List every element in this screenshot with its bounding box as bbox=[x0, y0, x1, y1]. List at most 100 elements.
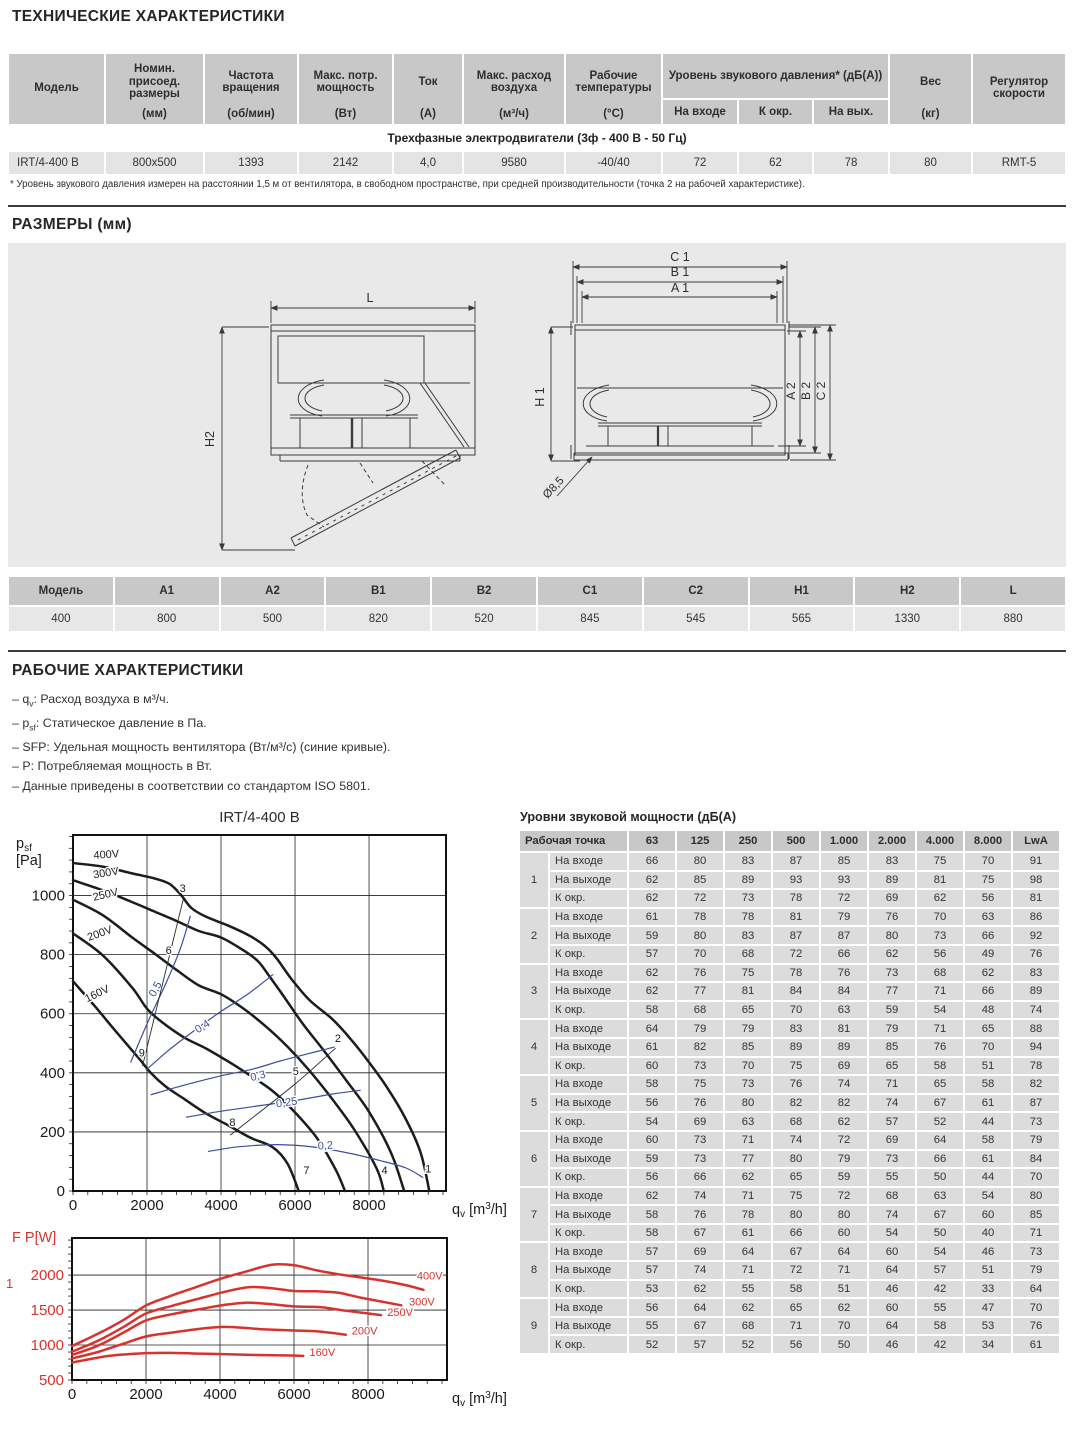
sound-value-cell: 94 bbox=[1013, 1038, 1059, 1056]
side-view-drawing bbox=[270, 324, 476, 547]
curve-label-160V: 160V bbox=[310, 1347, 336, 1359]
y-tick-label: 500 bbox=[39, 1372, 64, 1389]
sound-value-cell: 64 bbox=[1013, 1280, 1059, 1298]
sound-value-cell: 44 bbox=[965, 1169, 1011, 1186]
sound-value-cell: 83 bbox=[725, 853, 771, 870]
sound-value-cell: 73 bbox=[677, 1057, 723, 1075]
sound-value-cell: 66 bbox=[821, 945, 867, 963]
sound-value-cell: 58 bbox=[965, 1131, 1011, 1149]
sound-value-cell: 78 bbox=[1013, 1057, 1059, 1075]
sound-header-cell: Рабочая точка bbox=[520, 831, 627, 851]
sound-value-cell: 53 bbox=[629, 1280, 675, 1298]
sound-value-cell: 76 bbox=[1013, 1317, 1059, 1335]
sound-value-cell: 63 bbox=[821, 1001, 867, 1019]
sound-value-cell: 50 bbox=[917, 1169, 963, 1186]
sound-value-cell: 67 bbox=[917, 1206, 963, 1223]
sound-value-cell: 52 bbox=[917, 1113, 963, 1130]
legend-text: : Расход воздуха в м³/ч. bbox=[33, 692, 170, 706]
sound-value-cell: 52 bbox=[629, 1336, 675, 1354]
sound-value-cell: 56 bbox=[629, 1169, 675, 1186]
x-tick-label: 8000 bbox=[352, 1197, 385, 1214]
sound-value-cell: 62 bbox=[725, 1299, 771, 1316]
sound-value-cell: 68 bbox=[677, 1001, 723, 1019]
curve-0,3 bbox=[150, 1046, 335, 1096]
tech-header-title: Номин. присоед. размеры bbox=[128, 63, 181, 101]
sound-value-cell: 89 bbox=[869, 871, 915, 889]
sound-value-cell: 75 bbox=[773, 1187, 819, 1205]
sound-value-cell: 57 bbox=[917, 1262, 963, 1279]
legend-text: : Статическое давление в Па. bbox=[35, 715, 207, 730]
x-tick-label: 0 bbox=[68, 1386, 76, 1403]
tech-noise-sub-header: На вых. bbox=[814, 100, 888, 124]
tech-noise-sub-header: К окр. bbox=[739, 100, 812, 124]
tech-footnote: * Уровень звукового давления измерен на … bbox=[10, 179, 805, 190]
sound-value-cell: 89 bbox=[821, 1038, 867, 1056]
sound-header-cell: 250 bbox=[725, 831, 771, 851]
sound-value-cell: 64 bbox=[677, 1299, 723, 1316]
sound-value-cell: 75 bbox=[725, 964, 771, 982]
curve-160V bbox=[70, 1351, 305, 1364]
sound-value-cell: 59 bbox=[869, 1001, 915, 1019]
sound-value-cell: 62 bbox=[629, 1187, 675, 1205]
sound-value-cell: 65 bbox=[869, 1057, 915, 1075]
divider bbox=[8, 205, 1066, 207]
sound-value-cell: 54 bbox=[869, 1224, 915, 1242]
curve-300V bbox=[71, 878, 406, 1193]
sound-value-cell: 71 bbox=[725, 1131, 771, 1149]
sound-value-cell: 81 bbox=[1013, 890, 1059, 907]
sound-value-cell: 74 bbox=[869, 1206, 915, 1223]
curve-label-400V: 400V bbox=[417, 1271, 443, 1283]
sound-value-cell: 75 bbox=[677, 1076, 723, 1093]
curve-label-300V: 300V bbox=[92, 865, 120, 881]
y-tick-label: 400 bbox=[40, 1065, 65, 1082]
y-tick-label: 1000 bbox=[32, 888, 65, 905]
dim-table-value: 880 bbox=[961, 607, 1065, 631]
sound-row-label: На входе bbox=[550, 964, 627, 982]
sound-table-title: Уровни звуковой мощности (дБ(А) bbox=[520, 810, 737, 824]
sound-value-cell: 60 bbox=[869, 1299, 915, 1316]
sound-point-number: 4 bbox=[520, 1020, 548, 1075]
sound-value-cell: 71 bbox=[725, 1187, 771, 1205]
sound-row-label: На выходе bbox=[550, 1094, 627, 1112]
curve-label-200V: 200V bbox=[86, 924, 115, 944]
dimension-table: Модель A1 A2 B1 B2 C1 C2 H1 H2 L 400 800 500 820 520 84… bbox=[9, 577, 1065, 631]
sound-value-cell: 72 bbox=[773, 1262, 819, 1279]
sound-value-cell: 55 bbox=[917, 1299, 963, 1316]
sound-row-label: На выходе bbox=[550, 927, 627, 944]
dim-table-value: 400 bbox=[9, 607, 113, 631]
dim-label-B1: B 1 bbox=[671, 265, 690, 279]
legend-item: – P: Потребляемая мощность в Вт. bbox=[12, 757, 390, 777]
x-axis-label: qv [m3/h] bbox=[452, 1390, 507, 1409]
sound-value-cell: 79 bbox=[725, 1020, 771, 1037]
sound-value-cell: 62 bbox=[677, 1280, 723, 1298]
legend-text: – P: Потребляемая мощность в Вт. bbox=[12, 759, 212, 774]
sound-value-cell: 72 bbox=[677, 890, 723, 907]
tech-header-title: Макс. потр. мощность bbox=[313, 69, 378, 95]
sound-value-cell: 76 bbox=[869, 908, 915, 926]
sound-value-cell: 75 bbox=[917, 853, 963, 870]
sound-value-cell: 79 bbox=[869, 1020, 915, 1037]
sound-value-cell: 34 bbox=[965, 1336, 1011, 1354]
sound-row-label: К окр. bbox=[550, 1280, 627, 1298]
y-tick-label: 1500 bbox=[31, 1302, 64, 1319]
working-point-label-1: 1 bbox=[425, 1164, 431, 1176]
tech-noise-group-header: Уровень звукового давления* (дБ(А)) bbox=[663, 54, 888, 98]
sound-value-cell: 71 bbox=[917, 983, 963, 1000]
sound-point-number: 6 bbox=[520, 1131, 548, 1186]
sound-value-cell: 62 bbox=[725, 1169, 771, 1186]
sound-value-cell: 71 bbox=[1013, 1224, 1059, 1242]
sound-value-cell: 65 bbox=[725, 1001, 771, 1019]
tech-header-cell: Регулятор скорости bbox=[973, 54, 1065, 124]
sound-row-label: К окр. bbox=[550, 1169, 627, 1186]
sound-value-cell: 60 bbox=[869, 1243, 915, 1261]
tech-data-cell: 80 bbox=[890, 152, 971, 174]
sound-value-cell: 73 bbox=[677, 1150, 723, 1168]
tech-header-title: Регулятор скорости bbox=[989, 75, 1049, 101]
tech-data-cell: 72 bbox=[663, 152, 737, 174]
sound-power-table: Рабочая точка 63 125 250 500 1.000 2.000 4.000 8… bbox=[520, 831, 1061, 1354]
curve-sys-3-6-9 bbox=[142, 898, 184, 1067]
sound-row-label: На выходе bbox=[550, 1206, 627, 1223]
sound-value-cell: 82 bbox=[1013, 1076, 1059, 1093]
